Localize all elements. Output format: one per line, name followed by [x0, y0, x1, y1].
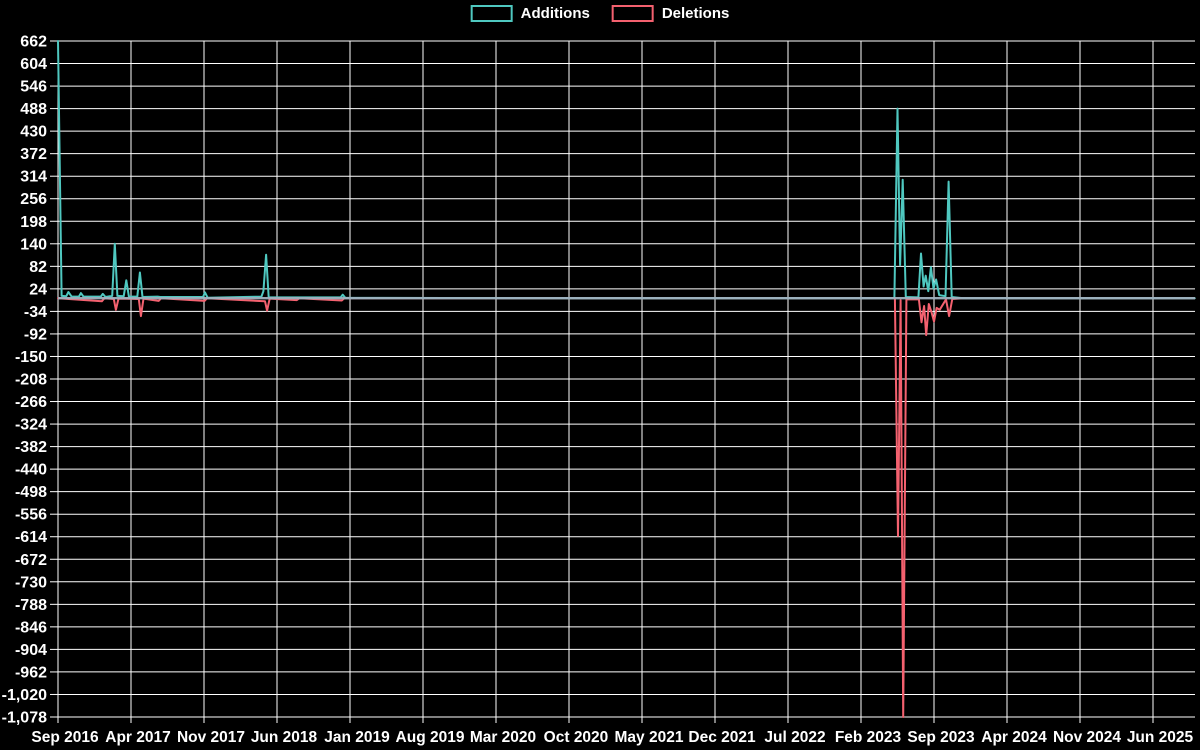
y-tick-label: 488 — [20, 101, 47, 118]
y-tick-label: 430 — [20, 124, 47, 141]
x-tick-label: Jan 2019 — [324, 729, 390, 746]
x-tick-label: Feb 2023 — [835, 729, 902, 746]
y-tick-label: 24 — [29, 281, 47, 298]
x-tick-label: Apr 2024 — [981, 729, 1047, 746]
x-tick-label: Nov 2017 — [177, 729, 245, 746]
y-tick-label: -672 — [15, 552, 47, 569]
chart-legend: Additions Deletions — [470, 5, 730, 22]
x-tick-label: Jun 2018 — [251, 729, 318, 746]
deletions-line — [57, 297, 1196, 718]
y-tick-label: -788 — [15, 597, 47, 614]
legend-item-additions[interactable]: Additions — [470, 5, 590, 22]
legend-item-deletions[interactable]: Deletions — [611, 5, 730, 22]
additions-line — [57, 40, 1196, 300]
x-tick-label: Apr 2017 — [105, 729, 170, 746]
y-tick-label: 256 — [20, 191, 47, 208]
y-tick-label: -208 — [15, 372, 47, 389]
y-tick-label: -1,020 — [2, 687, 47, 704]
y-tick-label: -92 — [24, 326, 47, 343]
y-tick-label: -150 — [15, 349, 47, 366]
legend-label-deletions: Deletions — [661, 5, 730, 22]
y-tick-label: 372 — [20, 146, 47, 163]
y-tick-label: -614 — [15, 529, 47, 546]
x-tick-label: Aug 2019 — [396, 729, 465, 746]
y-tick-label: -556 — [15, 507, 47, 524]
y-tick-label: -846 — [15, 619, 47, 636]
y-tick-label: -440 — [15, 462, 47, 479]
x-tick-label: Sep 2016 — [31, 729, 99, 746]
y-tick-label: -266 — [15, 394, 47, 411]
y-tick-label: -962 — [15, 664, 47, 681]
x-tick-label: Mar 2020 — [470, 729, 536, 746]
y-tick-label: -34 — [24, 304, 47, 321]
x-tick-label: Oct 2020 — [544, 729, 609, 746]
deletions-color-swatch — [611, 5, 654, 22]
y-tick-label: 198 — [20, 214, 47, 231]
x-tick-label: Dec 2021 — [688, 729, 756, 746]
y-tick-label: 82 — [29, 259, 47, 276]
x-tick-label: May 2021 — [615, 729, 684, 746]
y-tick-label: -730 — [15, 574, 47, 591]
x-tick-label: Jul 2022 — [764, 729, 825, 746]
additions-color-swatch — [470, 5, 513, 22]
x-tick-label: Sep 2023 — [907, 729, 975, 746]
y-tick-label: 604 — [20, 56, 47, 73]
y-tick-label: 140 — [20, 236, 47, 253]
y-tick-label: -1,078 — [2, 710, 47, 727]
y-tick-label: -498 — [15, 484, 47, 501]
y-tick-label: 314 — [20, 169, 47, 186]
y-tick-label: 662 — [20, 34, 47, 51]
y-tick-label: 546 — [20, 79, 47, 96]
y-tick-label: -324 — [15, 417, 47, 434]
x-tick-label: Jun 2025 — [1127, 729, 1194, 746]
legend-label-additions: Additions — [520, 5, 590, 22]
y-tick-label: -904 — [15, 642, 47, 659]
y-tick-label: -382 — [15, 439, 47, 456]
x-tick-label: Nov 2024 — [1053, 729, 1121, 746]
